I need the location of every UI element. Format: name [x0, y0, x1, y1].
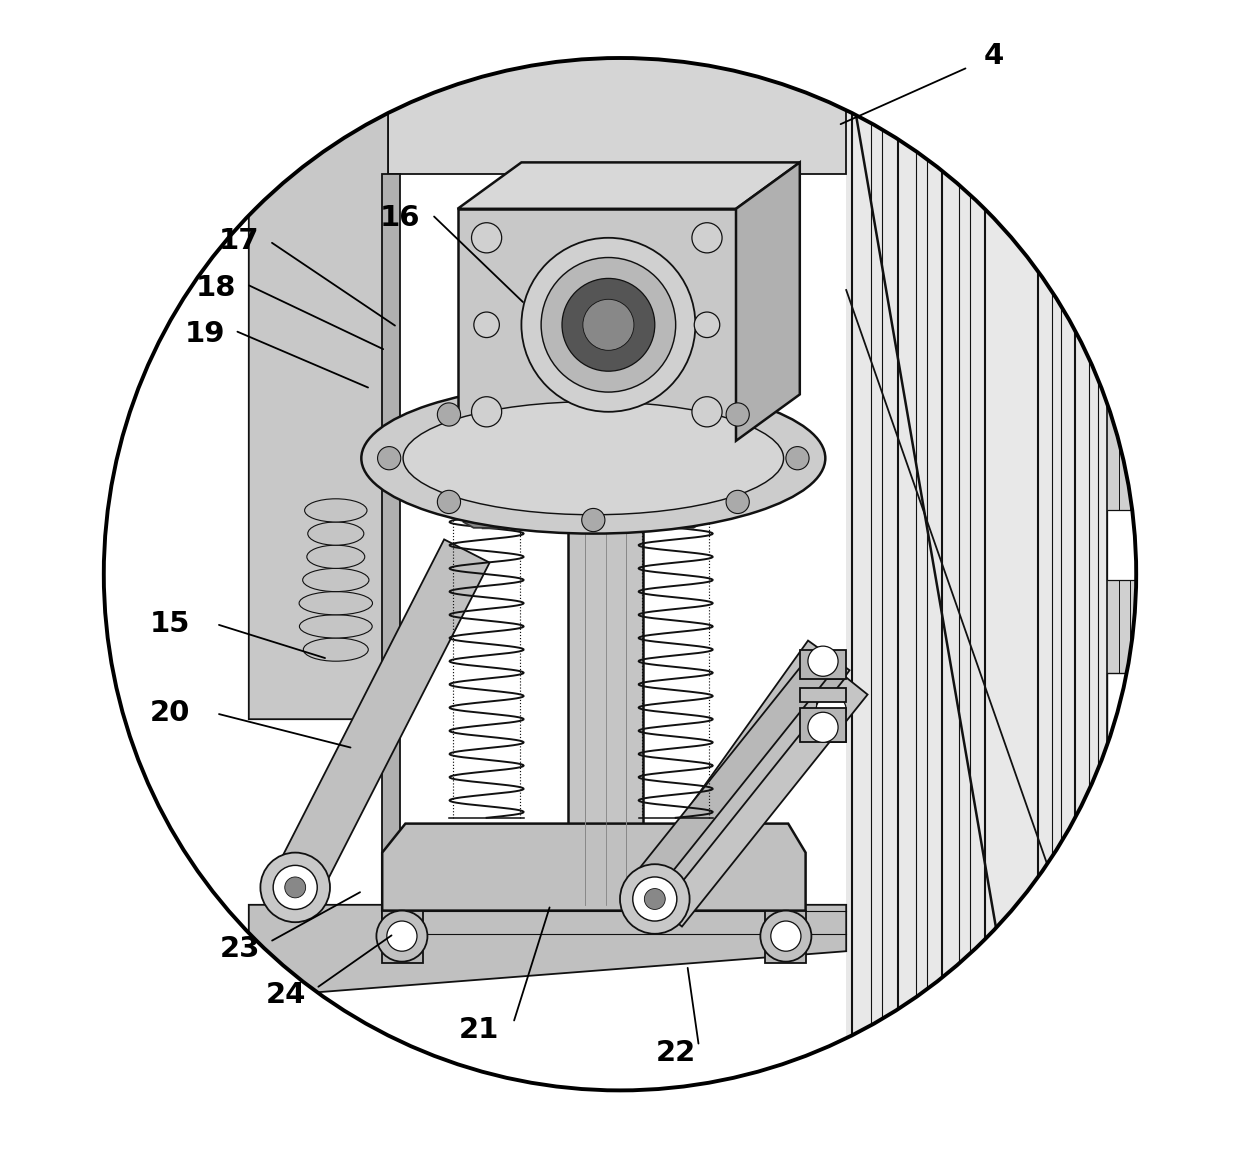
Circle shape	[582, 508, 605, 531]
Text: 18: 18	[196, 274, 237, 302]
Polygon shape	[737, 162, 800, 441]
Bar	[800, 688, 846, 702]
Circle shape	[816, 695, 846, 725]
Circle shape	[377, 447, 401, 470]
Circle shape	[260, 853, 330, 922]
Bar	[1107, 673, 1142, 789]
Polygon shape	[627, 651, 835, 900]
Circle shape	[692, 223, 722, 253]
Polygon shape	[634, 640, 849, 914]
Polygon shape	[388, 35, 846, 174]
Circle shape	[632, 877, 677, 921]
Circle shape	[438, 403, 460, 426]
Circle shape	[583, 299, 634, 350]
Ellipse shape	[299, 615, 372, 638]
Circle shape	[692, 397, 722, 427]
Circle shape	[377, 911, 428, 962]
Bar	[382, 174, 399, 928]
Bar	[1107, 35, 1159, 1102]
Ellipse shape	[308, 522, 363, 545]
Text: 22: 22	[656, 1039, 696, 1067]
Bar	[458, 209, 737, 441]
Polygon shape	[652, 499, 703, 528]
Polygon shape	[249, 905, 846, 998]
Circle shape	[541, 258, 676, 392]
Polygon shape	[458, 162, 800, 209]
Circle shape	[521, 238, 696, 412]
Text: 21: 21	[459, 1016, 498, 1044]
Circle shape	[387, 921, 417, 951]
Text: 16: 16	[379, 204, 420, 232]
Bar	[1107, 510, 1136, 580]
Circle shape	[620, 864, 689, 934]
Circle shape	[786, 447, 808, 470]
Circle shape	[727, 403, 749, 426]
Polygon shape	[765, 911, 806, 963]
Bar	[846, 35, 1159, 1102]
Ellipse shape	[361, 383, 826, 534]
Bar	[482, 441, 496, 528]
Circle shape	[582, 385, 605, 408]
Circle shape	[471, 223, 502, 253]
Ellipse shape	[306, 545, 365, 568]
Circle shape	[694, 312, 719, 338]
Polygon shape	[382, 824, 806, 911]
Polygon shape	[660, 447, 696, 463]
Polygon shape	[817, 679, 846, 742]
Text: 15: 15	[150, 610, 190, 638]
Circle shape	[471, 397, 502, 427]
Polygon shape	[464, 499, 515, 528]
Ellipse shape	[299, 592, 372, 615]
Bar	[800, 650, 846, 679]
Text: 20: 20	[150, 699, 190, 727]
Circle shape	[808, 646, 838, 676]
Text: 17: 17	[219, 227, 260, 255]
Ellipse shape	[304, 638, 368, 661]
Circle shape	[645, 889, 665, 909]
Circle shape	[474, 312, 500, 338]
Polygon shape	[382, 911, 423, 963]
Bar	[671, 447, 684, 528]
Circle shape	[273, 865, 317, 909]
Circle shape	[438, 491, 460, 514]
Circle shape	[285, 877, 305, 898]
Circle shape	[727, 491, 749, 514]
Circle shape	[760, 911, 811, 962]
Circle shape	[808, 712, 838, 742]
Polygon shape	[660, 677, 868, 927]
Text: 4: 4	[983, 42, 1003, 70]
Text: 24: 24	[265, 981, 306, 1009]
Bar	[568, 487, 644, 905]
Ellipse shape	[403, 401, 784, 515]
Bar	[800, 708, 846, 742]
Circle shape	[562, 278, 655, 371]
Polygon shape	[273, 539, 490, 899]
Text: 19: 19	[185, 320, 224, 348]
Polygon shape	[249, 35, 388, 719]
Polygon shape	[471, 441, 507, 457]
Ellipse shape	[305, 499, 367, 522]
Ellipse shape	[303, 568, 370, 592]
Text: 23: 23	[219, 935, 259, 963]
Circle shape	[104, 58, 1136, 1090]
Circle shape	[771, 921, 801, 951]
